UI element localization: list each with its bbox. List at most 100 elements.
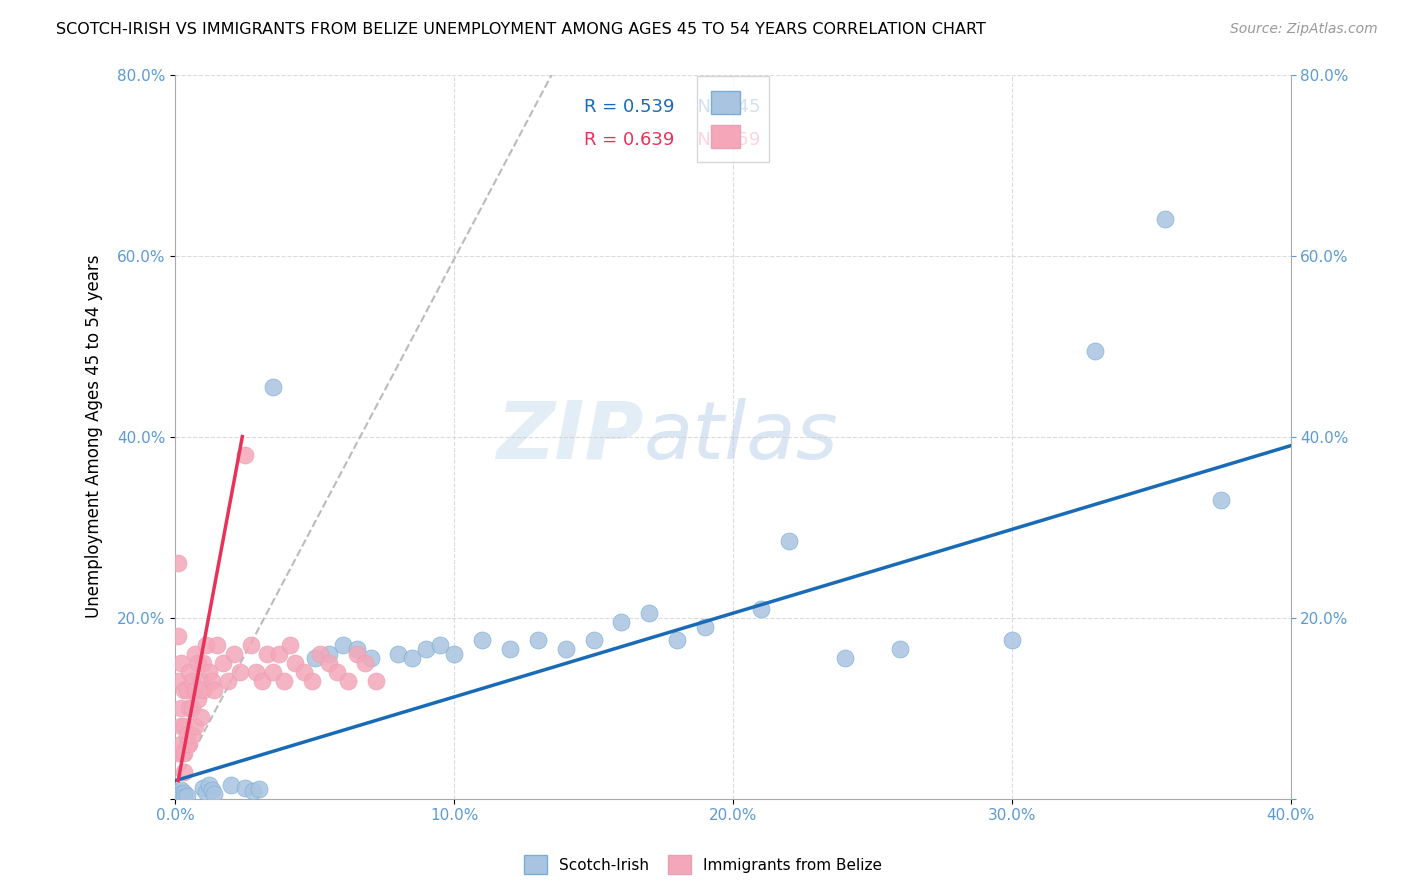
Point (179, 701, 201, 715)
Legend: Scotch-Irish, Immigrants from Belize: Scotch-Irish, Immigrants from Belize (517, 849, 889, 880)
Point (354, 656, 377, 670)
Text: SCOTCH-IRISH VS IMMIGRANTS FROM BELIZE UNEMPLOYMENT AMONG AGES 45 TO 54 YEARS CO: SCOTCH-IRISH VS IMMIGRANTS FROM BELIZE U… (56, 22, 986, 37)
Point (292, 665, 315, 679)
Point (326, 665, 349, 679)
Point (284, 656, 307, 670)
Point (195, 638, 218, 652)
Point (179, 665, 201, 679)
Point (173, 786, 195, 800)
Point (204, 683, 226, 698)
Point (181, 701, 204, 715)
Point (256, 647, 278, 661)
Point (184, 647, 207, 661)
Point (366, 674, 388, 689)
Point (173, 747, 195, 761)
Point (201, 782, 224, 797)
Point (167, 787, 190, 801)
Point (176, 738, 198, 752)
Point (387, 647, 409, 661)
Point (695, 620, 717, 634)
Point (201, 674, 224, 689)
Point (204, 787, 226, 801)
Point (195, 784, 218, 798)
Point (187, 692, 209, 706)
Point (181, 728, 204, 742)
Point (778, 533, 800, 548)
Point (401, 651, 423, 665)
Point (278, 638, 301, 652)
Point (1154, 212, 1177, 227)
Point (242, 783, 264, 797)
Point (181, 674, 204, 689)
Point (173, 789, 195, 804)
Point (190, 674, 212, 689)
Point (170, 719, 193, 733)
Point (346, 642, 368, 657)
Point (889, 642, 911, 657)
Point (233, 448, 256, 462)
Point (170, 747, 193, 761)
Point (187, 656, 209, 670)
Point (167, 629, 190, 643)
Point (193, 656, 215, 670)
Y-axis label: Unemployment Among Ages 45 to 54 years: Unemployment Among Ages 45 to 54 years (86, 255, 103, 618)
Point (217, 674, 239, 689)
Point (337, 674, 360, 689)
Point (233, 780, 256, 795)
Point (222, 647, 245, 661)
Point (429, 638, 451, 652)
Point (228, 665, 250, 679)
Point (239, 638, 262, 652)
Point (318, 647, 340, 661)
Point (207, 638, 229, 652)
Text: Source: ZipAtlas.com: Source: ZipAtlas.com (1230, 22, 1378, 37)
Point (1209, 493, 1232, 508)
Point (176, 789, 198, 803)
Point (638, 606, 661, 620)
Point (167, 674, 190, 689)
Point (582, 633, 605, 648)
Point (309, 647, 332, 661)
Point (211, 656, 233, 670)
Point (834, 651, 856, 665)
Point (179, 738, 201, 752)
Point (184, 683, 207, 698)
Point (170, 738, 193, 752)
Point (666, 633, 689, 648)
Point (170, 701, 193, 715)
Point (262, 380, 284, 394)
Point (554, 642, 576, 657)
Point (167, 784, 190, 798)
Point (170, 782, 193, 797)
Point (304, 651, 326, 665)
Point (318, 656, 340, 670)
Point (301, 674, 323, 689)
Point (190, 710, 212, 724)
Point (499, 642, 522, 657)
Point (193, 683, 215, 698)
Point (173, 719, 195, 733)
Point (184, 719, 207, 733)
Text: R = 0.639    N = 59: R = 0.639 N = 59 (583, 131, 761, 149)
Point (167, 557, 190, 571)
Text: R = 0.539    N = 45: R = 0.539 N = 45 (583, 98, 761, 116)
Legend: , : , (697, 77, 769, 162)
Point (173, 764, 195, 779)
Point (170, 656, 193, 670)
Point (247, 781, 270, 796)
Point (1001, 633, 1024, 648)
Point (332, 638, 354, 652)
Point (273, 674, 295, 689)
Point (173, 683, 195, 698)
Point (346, 647, 368, 661)
Point (198, 665, 221, 679)
Point (360, 651, 382, 665)
Text: atlas: atlas (644, 398, 838, 475)
Point (262, 665, 284, 679)
Point (610, 615, 633, 630)
Point (167, 789, 190, 803)
Point (415, 642, 437, 657)
Point (176, 728, 198, 742)
Point (749, 601, 772, 615)
Point (443, 647, 465, 661)
